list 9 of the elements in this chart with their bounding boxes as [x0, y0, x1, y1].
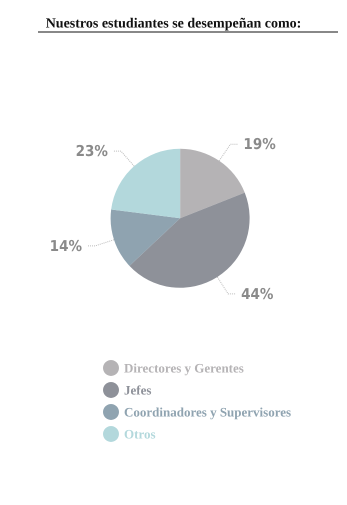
legend-label: Jefes	[124, 382, 152, 398]
legend-label: Otros	[124, 426, 156, 442]
data-label: 14%	[50, 236, 82, 255]
data-label: 19%	[243, 135, 276, 154]
legend-label: Directores y Gerentes	[124, 360, 244, 376]
data-label: 23%	[76, 142, 108, 160]
chart-title: Nuestros estudiantes se desempeñan como:	[46, 16, 302, 32]
data-label: 44%	[241, 284, 274, 303]
legend-label: Coordinadores y Supervisores	[124, 404, 292, 420]
